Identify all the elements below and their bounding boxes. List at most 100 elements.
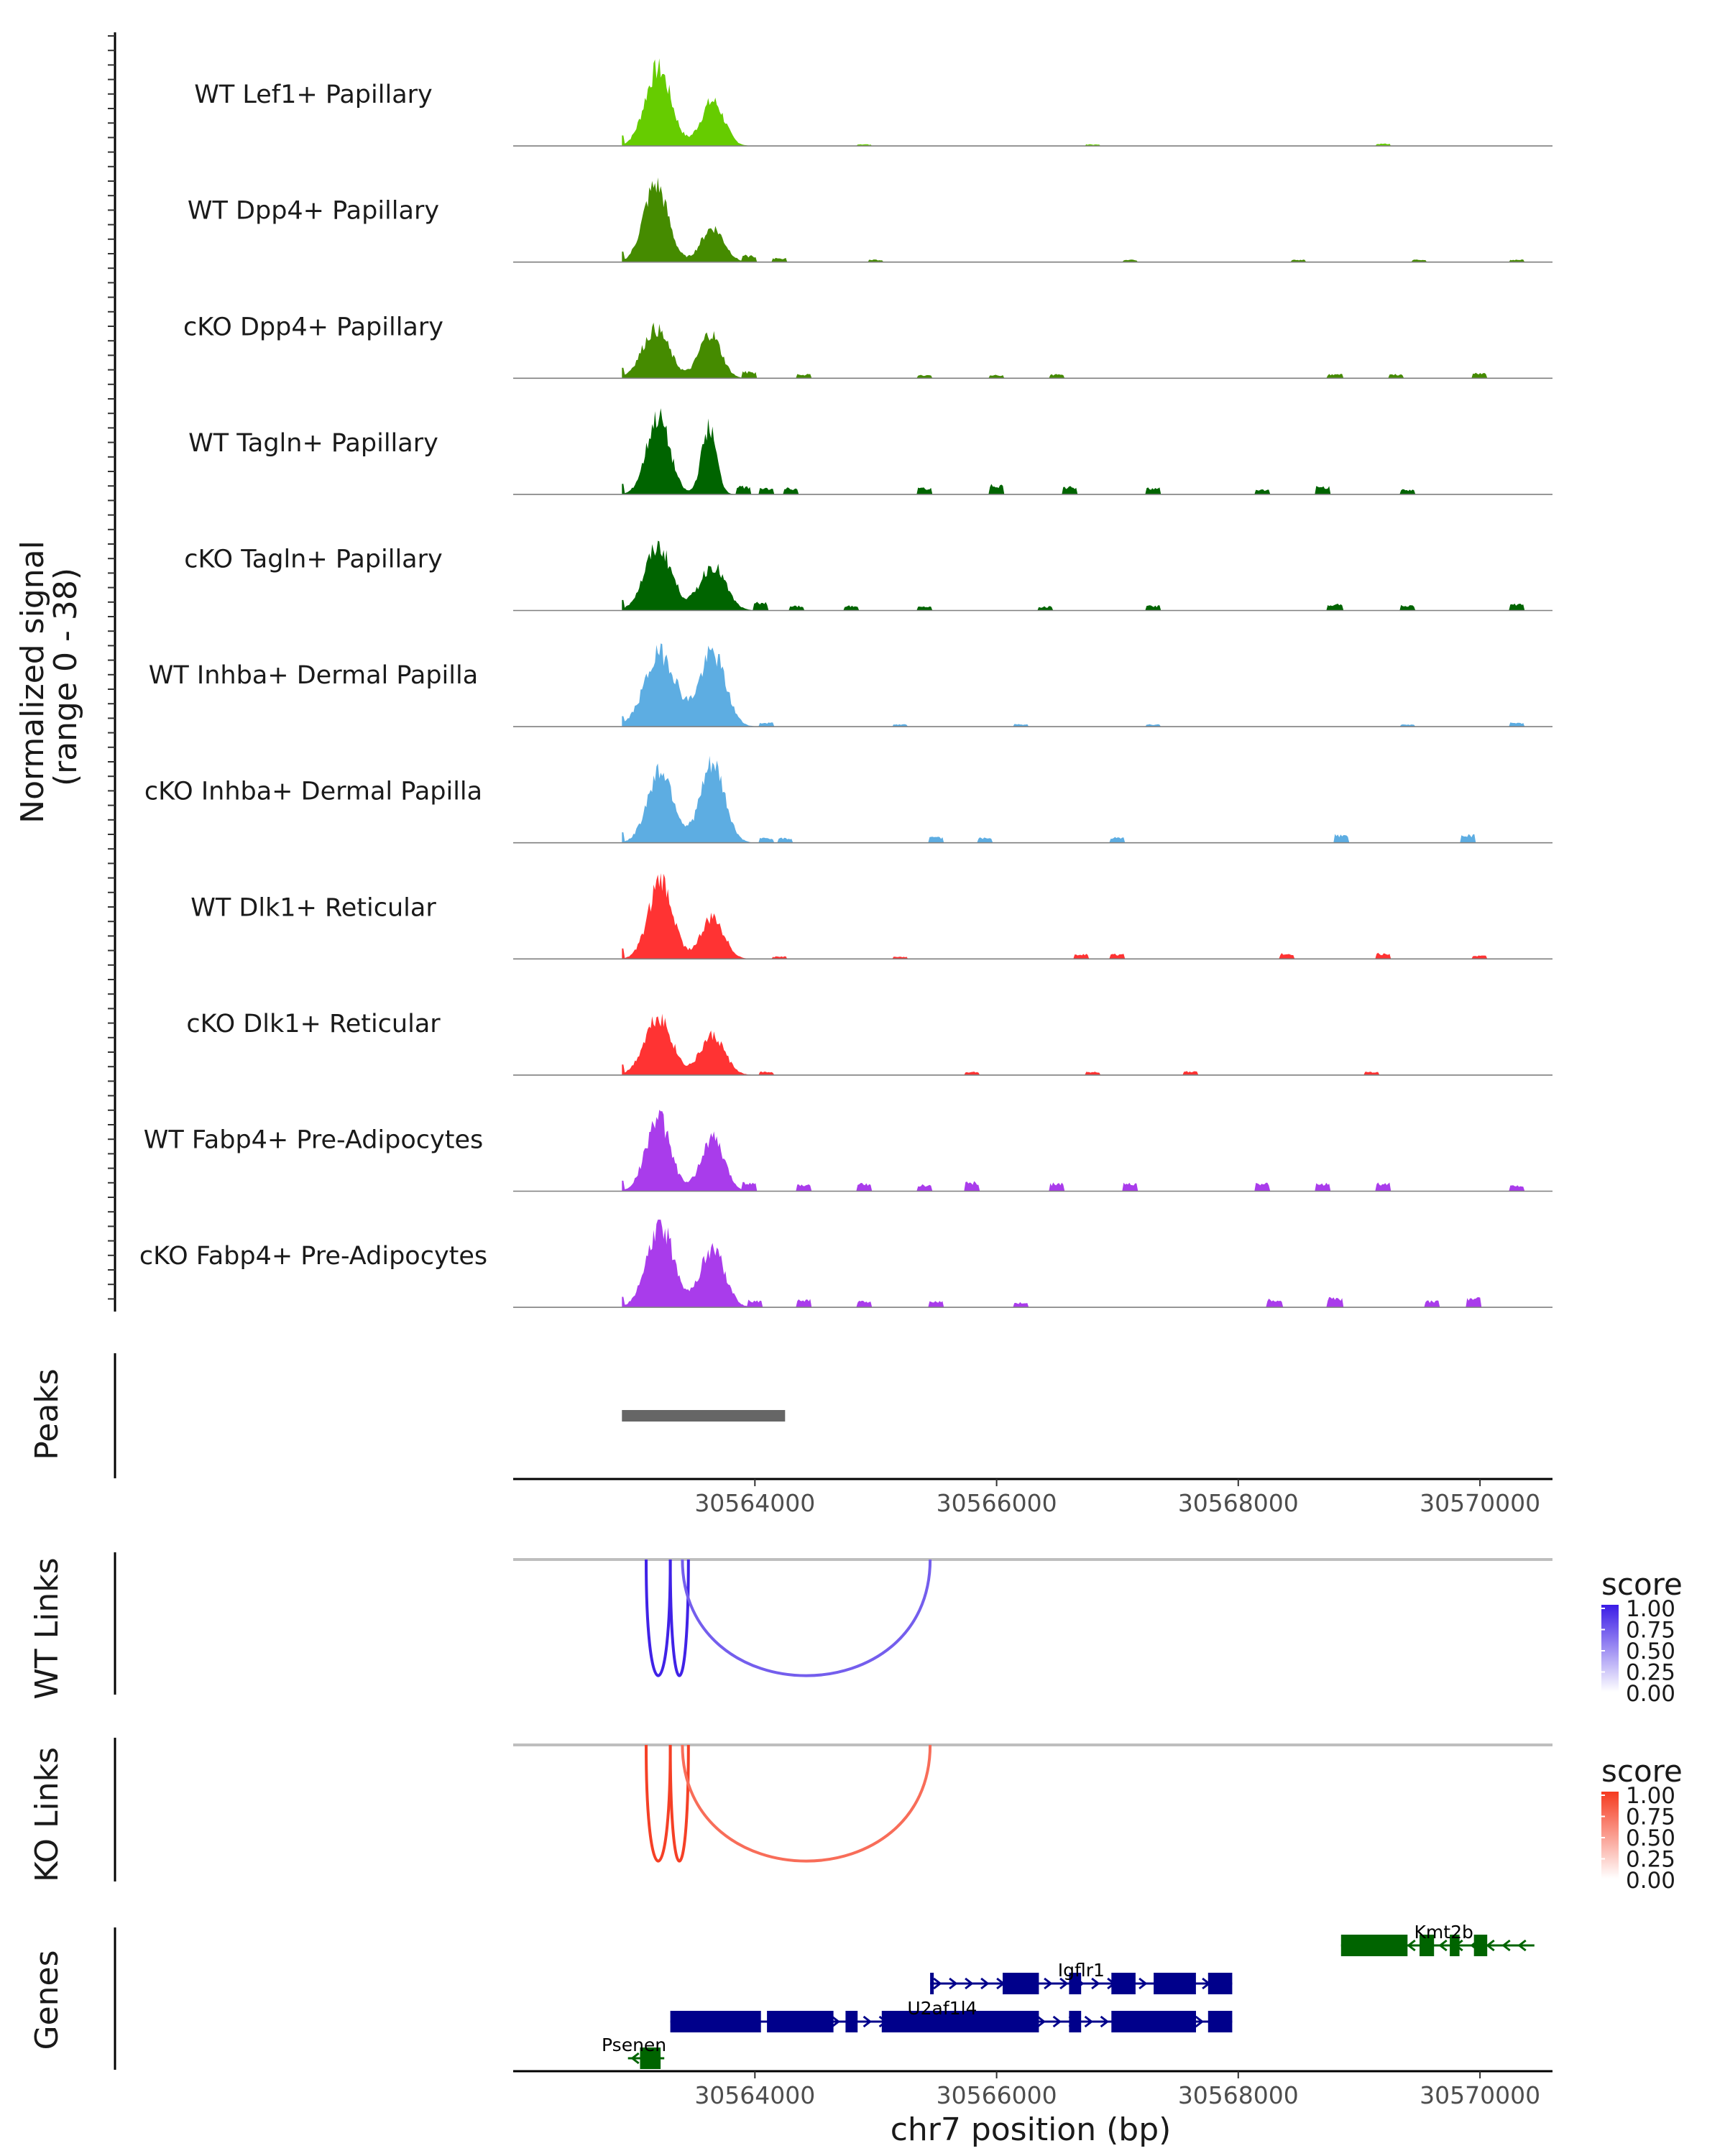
coverage-area-cko-fabp4-pre-adipocytes xyxy=(622,1220,1529,1308)
gene-exon xyxy=(1111,1973,1136,1994)
gene-exon xyxy=(640,2047,661,2069)
coverage-track-label: WT Inhba+ Dermal Papilla xyxy=(149,661,478,690)
strand-arrow xyxy=(1059,1977,1069,1990)
legend-title: score xyxy=(1601,1754,1683,1789)
gene-label: Psenen xyxy=(602,2035,666,2055)
legend-tick-label: 0.75 xyxy=(1626,1805,1675,1830)
strand-arrow xyxy=(1517,1939,1527,1952)
strand-arrow xyxy=(1138,1977,1148,1990)
coverage-y-axis-title-line2: (range 0 - 38) xyxy=(47,568,84,786)
coverage-tracks: WT Lef1+ Papillary WT Dpp4+ Papillary cKO … xyxy=(139,58,1552,1308)
strand-arrow xyxy=(980,1977,990,1990)
gene-exon xyxy=(1420,1935,1435,1956)
coverage-area-wt-lef1-papillary xyxy=(622,58,1529,147)
gene-igflr1: Igflr1 xyxy=(930,1960,1233,1994)
links-track-label: KO Links xyxy=(29,1747,65,1882)
coverage-track-wt-tagln-papillary: WT Tagln+ Papillary xyxy=(188,408,1552,495)
coverage-area-cko-inhba-dermal-papilla xyxy=(622,755,1529,843)
strand-arrow xyxy=(630,2052,640,2065)
coverage-track-label: WT Dpp4+ Papillary xyxy=(188,197,439,226)
link-arc xyxy=(645,1559,672,1677)
gene-exon xyxy=(1208,1973,1233,1994)
peaks-x-axis-tick-label: 30566000 xyxy=(937,1489,1057,1517)
strand-arrow xyxy=(1438,1939,1448,1952)
links-track-label: WT Links xyxy=(29,1557,65,1699)
gene-exon xyxy=(1340,1935,1408,1956)
legend-tick-label: 0.00 xyxy=(1626,1868,1675,1894)
coverage-track-label: WT Dlk1+ Reticular xyxy=(190,893,436,922)
gene-label: Igflr1 xyxy=(1058,1960,1105,1981)
gene-exon xyxy=(1111,2011,1196,2032)
coverage-y-axis-title: Normalized signal (range 0 - 38) xyxy=(14,530,84,824)
coverage-area-wt-dpp4-papillary xyxy=(622,177,1529,262)
coverage-track-cko-fabp4-pre-adipocytes: cKO Fabp4+ Pre-Adipocytes xyxy=(139,1220,1552,1308)
coverage-y-axis-title-line1: Normalized signal xyxy=(14,540,51,824)
legend-colorbar xyxy=(1601,1605,1619,1692)
link-arc xyxy=(645,1744,672,1863)
gene-exon xyxy=(1069,1973,1082,1994)
link-arc xyxy=(668,1559,690,1677)
strand-arrow xyxy=(831,2015,841,2028)
strand-arrow xyxy=(1036,2015,1046,2028)
legend-tick-label: 0.25 xyxy=(1626,1847,1675,1873)
strand-arrow xyxy=(1084,2015,1094,2028)
gene-exon xyxy=(1208,2011,1233,2032)
genes-x-axis-tick-label: 30566000 xyxy=(937,2081,1057,2109)
gene-exon xyxy=(1450,1935,1460,1956)
coverage-track-label: cKO Fabp4+ Pre-Adipocytes xyxy=(139,1242,487,1271)
gene-exon xyxy=(1154,1973,1196,1994)
link-arc xyxy=(668,1744,690,1863)
strand-arrow xyxy=(1100,2015,1110,2028)
gene-exon xyxy=(1069,2011,1082,2032)
coverage-track-label: WT Fabp4+ Pre-Adipocytes xyxy=(144,1126,483,1155)
coverage-track-label: cKO Dlk1+ Reticular xyxy=(186,1010,441,1038)
coverage-track-label: WT Lef1+ Papillary xyxy=(194,80,433,109)
legend-colorbar xyxy=(1601,1792,1619,1879)
link-arc xyxy=(681,1559,932,1677)
genes-x-axis-tick-label: 30568000 xyxy=(1178,2081,1299,2109)
gene-u2af1l4: U2af1l4 xyxy=(670,1998,1233,2032)
coverage-track-cko-dpp4-papillary: cKO Dpp4+ Papillary xyxy=(183,313,1552,379)
peaks-x-axis-tick-label: 30570000 xyxy=(1420,1489,1540,1517)
coverage-track-cko-tagln-papillary: cKO Tagln+ Papillary xyxy=(184,540,1552,612)
legend-tick-label: 0.00 xyxy=(1626,1681,1675,1707)
coverage-track-label: cKO Inhba+ Dermal Papilla xyxy=(144,778,482,806)
strand-arrow xyxy=(965,1977,974,1990)
coverage-track-wt-lef1-papillary: WT Lef1+ Papillary xyxy=(194,58,1552,147)
coverage-track-label: cKO Tagln+ Papillary xyxy=(184,545,443,574)
gene-label: U2af1l4 xyxy=(907,1998,977,2019)
strand-arrow xyxy=(1052,2015,1062,2028)
coverage-track-cko-inhba-dermal-papilla: cKO Inhba+ Dermal Papilla xyxy=(144,755,1552,844)
peaks-track-label: Peaks xyxy=(29,1368,65,1460)
gene-exon xyxy=(767,2011,834,2032)
genes-x-axis-tick-label: 30570000 xyxy=(1420,2081,1540,2109)
peaks-regions xyxy=(622,1410,786,1422)
link-arc xyxy=(681,1744,932,1863)
strand-arrow xyxy=(1501,1939,1511,1952)
coverage-track-wt-inhba-dermal-papilla: WT Inhba+ Dermal Papilla xyxy=(149,643,1552,727)
genes-x-axis-title: chr7 position (bp) xyxy=(891,2111,1172,2148)
legend-tick-label: 0.50 xyxy=(1626,1825,1675,1851)
genes-track-label: Genes xyxy=(29,1950,65,2050)
genes-layer: Kmt2b Igflr1 U2af1l4 Psenen xyxy=(602,1922,1535,2069)
peaks-x-axis-tick-label: 30564000 xyxy=(694,1489,815,1517)
coverage-track-label: WT Tagln+ Papillary xyxy=(188,429,438,458)
strand-arrow xyxy=(933,1977,942,1990)
peaks-x-axis-tick-label: 30568000 xyxy=(1178,1489,1299,1517)
gene-kmt2b: Kmt2b xyxy=(1340,1922,1535,1956)
genes-x-axis: 30564000 30566000 30568000 30570000 xyxy=(513,2070,1552,2109)
strand-arrow xyxy=(862,2015,873,2028)
coverage-area-wt-dlk1-reticular xyxy=(622,873,1529,959)
coverage-track-wt-fabp4-pre-adipocytes: WT Fabp4+ Pre-Adipocytes xyxy=(144,1110,1552,1192)
coverage-area-cko-dpp4-papillary xyxy=(622,322,1529,379)
coverage-area-wt-inhba-dermal-papilla xyxy=(622,643,1529,727)
coverage-track-wt-dpp4-papillary: WT Dpp4+ Papillary xyxy=(188,177,1552,263)
genes-x-axis-tick-label: 30564000 xyxy=(694,2081,815,2109)
coverage-y-axis xyxy=(108,32,116,1312)
strand-arrow xyxy=(1486,1939,1495,1952)
legend-tick-label: 0.25 xyxy=(1626,1660,1675,1686)
